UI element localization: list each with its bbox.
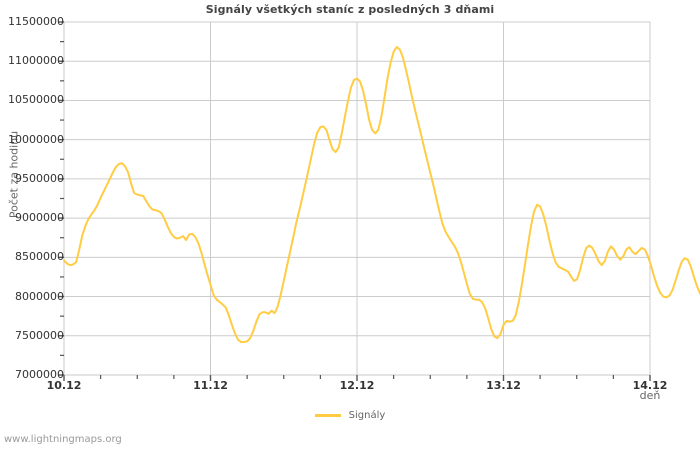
y-tick-label: 9500000: [15, 171, 64, 185]
x-tick-label: 10.12: [46, 379, 82, 392]
chart-legend: Signály: [0, 409, 700, 421]
y-tick-label: 11500000: [8, 15, 64, 28]
x-tick-label: 14.12: [632, 379, 668, 392]
x-tick-label: 11.12: [193, 379, 228, 392]
source-watermark: www.lightningmaps.org: [4, 434, 122, 445]
legend-swatch-signaly: [314, 414, 341, 417]
legend-label-signaly: Signály: [348, 410, 386, 421]
x-axis-label: deň: [639, 389, 661, 402]
y-tick-label: 10000000: [8, 132, 64, 146]
y-tick-label: 7500000: [15, 328, 64, 342]
x-tick-label: 13.12: [486, 379, 521, 392]
data-line-0: [63, 46, 700, 344]
chart-title: Signály všetkých staníc z posledných 3 d…: [205, 3, 495, 16]
y-tick-label: 11000000: [8, 54, 64, 68]
y-tick-label: 8000000: [15, 289, 64, 303]
y-axis-tick-labels: 7000000 7500000 8000000 8500000 9000000 95000…: [0, 0, 64, 450]
y-tick-label: 7000000: [15, 368, 64, 381]
y-tick-label: 8500000: [15, 250, 64, 264]
x-tick-label: 12.12: [339, 379, 375, 392]
y-tick-label: 10500000: [8, 93, 64, 107]
legend-item-signaly: Signály: [314, 410, 386, 421]
y-tick-label: 9000000: [15, 211, 64, 225]
